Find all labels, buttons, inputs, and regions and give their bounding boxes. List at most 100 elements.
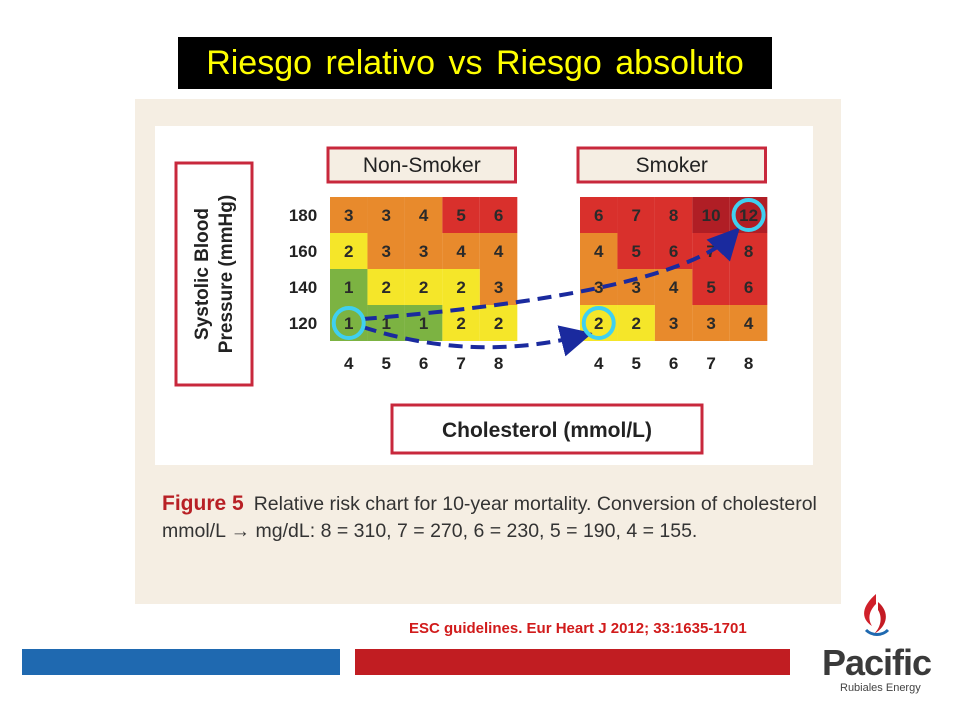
cell-value-1-2-3: 5 [706,278,715,297]
cell-value-0-3-2: 1 [419,314,428,333]
yaxis-label-line1: Systolic Blood [192,208,213,340]
cell-value-1-0-2: 8 [669,206,678,225]
cell-value-0-2-2: 2 [419,278,428,297]
col-label-0-4: 4 [344,354,354,373]
logo-subtitle: Rubiales Energy [840,682,921,694]
col-label-1-7: 7 [706,354,715,373]
row-label-140: 140 [289,278,317,297]
cell-value-0-1-4: 4 [494,242,504,261]
panel-header-0: Non-Smoker [363,154,481,177]
figure-label: Figure 5 [162,492,244,515]
footer-red-bar [355,649,790,675]
col-label-0-6: 6 [419,354,428,373]
cell-value-0-3-1: 1 [381,314,390,333]
logo-wordmark: Pacific [822,642,932,683]
cell-value-1-1-0: 4 [594,242,604,261]
arrow-to-smoker-same [362,325,593,357]
cell-value-1-0-4: 12 [739,206,758,225]
row-label-120: 120 [289,314,317,333]
panel-header-box-0 [326,146,517,184]
cell-1-0-1 [617,197,655,233]
cell-0-0-4 [479,197,518,233]
cell-value-1-2-1: 3 [631,278,640,297]
cell-0-0-1 [367,197,405,233]
cell-1-0-0 [580,197,618,233]
cell-value-0-1-0: 2 [344,242,353,261]
cell-0-2-2 [404,269,443,305]
cell-1-3-4 [729,305,768,341]
cell-value-1-3-0: 2 [594,314,603,333]
panel-header-1: Smoker [636,154,708,177]
cell-value-0-0-0: 3 [344,206,353,225]
circle-smoker-12 [731,198,766,232]
cell-0-1-4 [479,233,518,269]
cell-1-3-3 [692,305,730,341]
cell-value-1-1-2: 6 [669,242,678,261]
cell-0-2-4 [479,269,518,305]
cell-1-2-3 [692,269,730,305]
row-label-180: 180 [289,206,317,225]
cell-0-1-2 [404,233,443,269]
footer-blue-bar [22,649,340,675]
cell-value-0-2-0: 1 [344,278,353,297]
cell-0-0-0 [330,197,368,233]
cell-value-0-3-0: 1 [344,314,353,333]
xaxis-label: Cholesterol (mmol/L) [442,419,652,442]
company-logo: Pacific Rubiales Energy [812,592,952,702]
col-label-0-8: 8 [494,354,503,373]
flame-icon [864,594,890,636]
cell-1-1-0 [580,233,618,269]
yaxis-label-box [174,161,254,387]
cell-1-2-4 [729,269,768,305]
cell-value-0-1-2: 3 [419,242,428,261]
cell-1-2-2 [654,269,693,305]
cell-0-1-0 [330,233,368,269]
cell-0-3-4 [479,305,518,341]
col-label-1-6: 6 [669,354,678,373]
cell-0-2-0 [330,269,368,305]
cell-value-0-0-1: 3 [381,206,390,225]
col-label-0-7: 7 [456,354,465,373]
cell-0-1-3 [442,233,480,269]
cell-value-1-3-3: 3 [706,314,715,333]
cell-value-1-1-1: 5 [631,242,640,261]
col-label-1-4: 4 [594,354,604,373]
cell-value-1-0-0: 6 [594,206,603,225]
cell-0-2-3 [442,269,480,305]
cell-value-0-2-4: 3 [494,278,503,297]
xaxis-label-box [390,403,704,455]
cell-1-3-2 [654,305,693,341]
cell-1-0-3 [692,197,730,233]
cell-value-1-3-2: 3 [669,314,678,333]
col-label-1-8: 8 [744,354,753,373]
cell-value-0-2-3: 2 [456,278,465,297]
cell-value-1-2-0: 3 [594,278,603,297]
cell-value-1-3-4: 4 [744,314,754,333]
cell-value-1-2-2: 4 [669,278,679,297]
caption-text: Relative risk chart for 10-year mortalit… [162,493,817,542]
citation: ESC guidelines. Eur Heart J 2012; 33:163… [409,620,747,637]
cell-value-1-0-3: 10 [702,206,721,225]
cell-value-0-0-2: 4 [419,206,429,225]
cell-value-1-1-4: 8 [744,242,753,261]
cell-value-0-2-1: 2 [381,278,390,297]
circle-smoker-2 [581,306,616,340]
cell-0-2-1 [367,269,405,305]
cell-value-1-3-1: 2 [631,314,640,333]
cell-1-0-2 [654,197,693,233]
cell-1-1-2 [654,233,693,269]
col-label-0-5: 5 [381,354,390,373]
figure-caption: Figure 5 Relative risk chart for 10-year … [162,490,822,545]
yaxis-label-line2: Pressure (mmHg) [216,195,237,353]
cell-0-3-0 [330,305,368,341]
cell-0-1-1 [367,233,405,269]
cell-value-0-0-3: 5 [456,206,465,225]
slide-title: Riesgo relativo vs Riesgo absoluto [178,37,772,89]
arrow-to-smoker-max [362,227,741,321]
row-label-160: 160 [289,242,317,261]
col-label-1-5: 5 [631,354,640,373]
cell-value-1-0-1: 7 [631,206,640,225]
cell-0-0-2 [404,197,443,233]
cell-1-1-1 [617,233,655,269]
